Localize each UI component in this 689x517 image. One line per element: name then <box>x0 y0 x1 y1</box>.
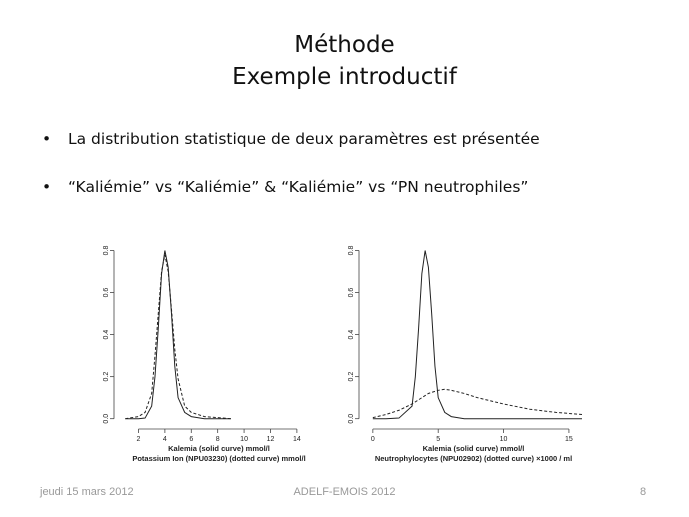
y-tick-label: 0.2 <box>103 372 110 382</box>
x-tick-label: 10 <box>500 436 508 443</box>
y-tick-label: 0.4 <box>103 330 110 340</box>
x-axis-label: Kalemia (solid curve) mmol/l <box>168 444 270 453</box>
footer-center: ADELF-EMOIS 2012 <box>293 486 396 498</box>
x-tick-label: 5 <box>436 436 440 443</box>
x-tick-label: 8 <box>216 436 220 443</box>
density-curve <box>125 254 231 420</box>
y-tick-label: 0.0 <box>103 414 110 424</box>
x-tick-label: 12 <box>267 436 275 443</box>
y-tick-label: 0.2 <box>348 372 355 382</box>
y-tick-label: 0.4 <box>348 330 355 340</box>
y-tick-label: 0.6 <box>348 288 355 298</box>
x-axis-label: Potassium Ion (NPU03230) (dotted curve) … <box>132 454 305 463</box>
x-axis-label: Neutrophylocytes (NPU02902) (dotted curv… <box>375 454 572 463</box>
y-tick-label: 0.8 <box>103 246 110 256</box>
x-tick-label: 10 <box>240 436 248 443</box>
footer-date: jeudi 15 mars 2012 <box>40 486 134 498</box>
bullet-text: La distribution statistique de deux para… <box>68 130 540 148</box>
footer-page: 8 <box>640 486 647 498</box>
x-tick-label: 14 <box>293 436 301 443</box>
x-axis-label: Kalemia (solid curve) mmol/l <box>423 444 525 453</box>
density-curve <box>372 388 583 419</box>
title-line: Exemple introductif <box>232 64 457 90</box>
x-tick-label: 6 <box>189 436 193 443</box>
bullet-text: “Kaliémie” vs “Kaliémie” & “Kaliémie” vs… <box>68 178 529 196</box>
charts: 0.0 0.2 0.4 0.6 0.8 2 4 6 8 10 12 14 Kalemia (solid … <box>103 246 583 463</box>
density-curve <box>372 250 582 420</box>
y-tick-label: 0.8 <box>348 246 355 256</box>
x-tick-label: 4 <box>163 436 167 443</box>
title-line: Méthode <box>294 32 395 58</box>
x-tick-label: 2 <box>137 436 141 443</box>
density-curve <box>125 250 231 420</box>
y-tick-label: 0.6 <box>103 288 110 298</box>
y-tick-label: 0.0 <box>348 414 355 424</box>
x-tick-label: 15 <box>565 436 573 443</box>
x-tick-label: 0 <box>371 436 375 443</box>
